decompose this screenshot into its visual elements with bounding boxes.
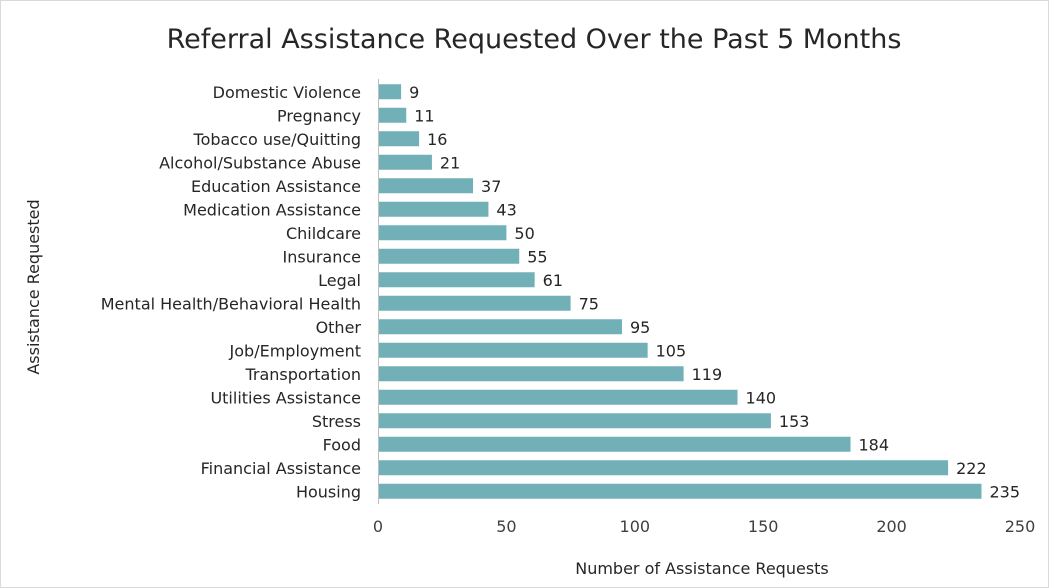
category-label: Tobacco use/Quitting — [193, 130, 361, 149]
data-label: 75 — [579, 294, 599, 313]
bar — [379, 201, 489, 217]
data-label: 105 — [656, 341, 687, 360]
data-label: 16 — [427, 130, 447, 149]
bar — [379, 460, 949, 476]
category-label: Domestic Violence — [213, 83, 361, 102]
data-label: 153 — [779, 412, 810, 431]
bar — [379, 483, 982, 499]
bar — [379, 366, 684, 382]
bar — [379, 389, 738, 405]
x-tick-label: 250 — [1005, 517, 1036, 536]
category-label: Insurance — [283, 247, 362, 266]
category-label: Pregnancy — [277, 106, 361, 125]
category-label: Education Assistance — [191, 177, 361, 196]
bar — [379, 84, 402, 100]
bar — [379, 319, 622, 335]
bar — [379, 272, 535, 288]
x-tick-label: 50 — [496, 517, 516, 536]
y-axis-label: Assistance Requested — [24, 199, 43, 374]
data-label: 55 — [527, 247, 547, 266]
bar — [379, 131, 420, 147]
bar — [379, 342, 648, 358]
data-label: 11 — [414, 106, 434, 125]
category-label: Mental Health/Behavioral Health — [101, 294, 361, 313]
data-label: 9 — [409, 83, 419, 102]
category-label: Utilities Assistance — [210, 388, 361, 407]
data-label: 50 — [514, 224, 534, 243]
data-label: 95 — [630, 318, 650, 337]
data-label: 37 — [481, 177, 501, 196]
x-axis-label: Number of Assistance Requests — [575, 559, 829, 578]
x-tick-label: 200 — [876, 517, 907, 536]
data-label: 184 — [859, 435, 890, 454]
bar — [379, 154, 432, 170]
category-label: Transportation — [244, 365, 361, 384]
chart-title: Referral Assistance Requested Over the P… — [167, 24, 902, 55]
category-label: Alcohol/Substance Abuse — [159, 153, 361, 172]
category-label: Stress — [312, 412, 361, 431]
category-label: Childcare — [286, 224, 361, 243]
category-label: Medication Assistance — [183, 200, 361, 219]
category-label: Financial Assistance — [201, 459, 361, 478]
data-label: 119 — [692, 365, 723, 384]
bar — [379, 248, 520, 264]
x-tick-label: 0 — [373, 517, 383, 536]
x-tick-label: 150 — [748, 517, 779, 536]
data-label: 21 — [440, 153, 460, 172]
data-label: 222 — [956, 459, 987, 478]
bar — [379, 178, 474, 194]
bar — [379, 436, 851, 452]
x-tick-label: 100 — [620, 517, 651, 536]
data-label: 235 — [989, 482, 1020, 501]
bar — [379, 107, 407, 123]
category-label: Food — [323, 435, 361, 454]
category-label: Legal — [318, 271, 361, 290]
category-label: Housing — [296, 482, 361, 501]
bar — [379, 295, 571, 311]
data-label: 140 — [746, 388, 777, 407]
x-tick-labels: 0 50 100 150 200 250 — [373, 517, 1035, 536]
data-label: 43 — [496, 200, 516, 219]
bar — [379, 413, 771, 429]
category-label: Other — [316, 318, 362, 337]
bar — [379, 225, 507, 241]
category-label: Job/Employment — [229, 341, 361, 360]
data-label: 61 — [543, 271, 563, 290]
bars-group: Domestic Violence 9 Pregnancy 11 Tobacco use… — [101, 83, 1020, 502]
